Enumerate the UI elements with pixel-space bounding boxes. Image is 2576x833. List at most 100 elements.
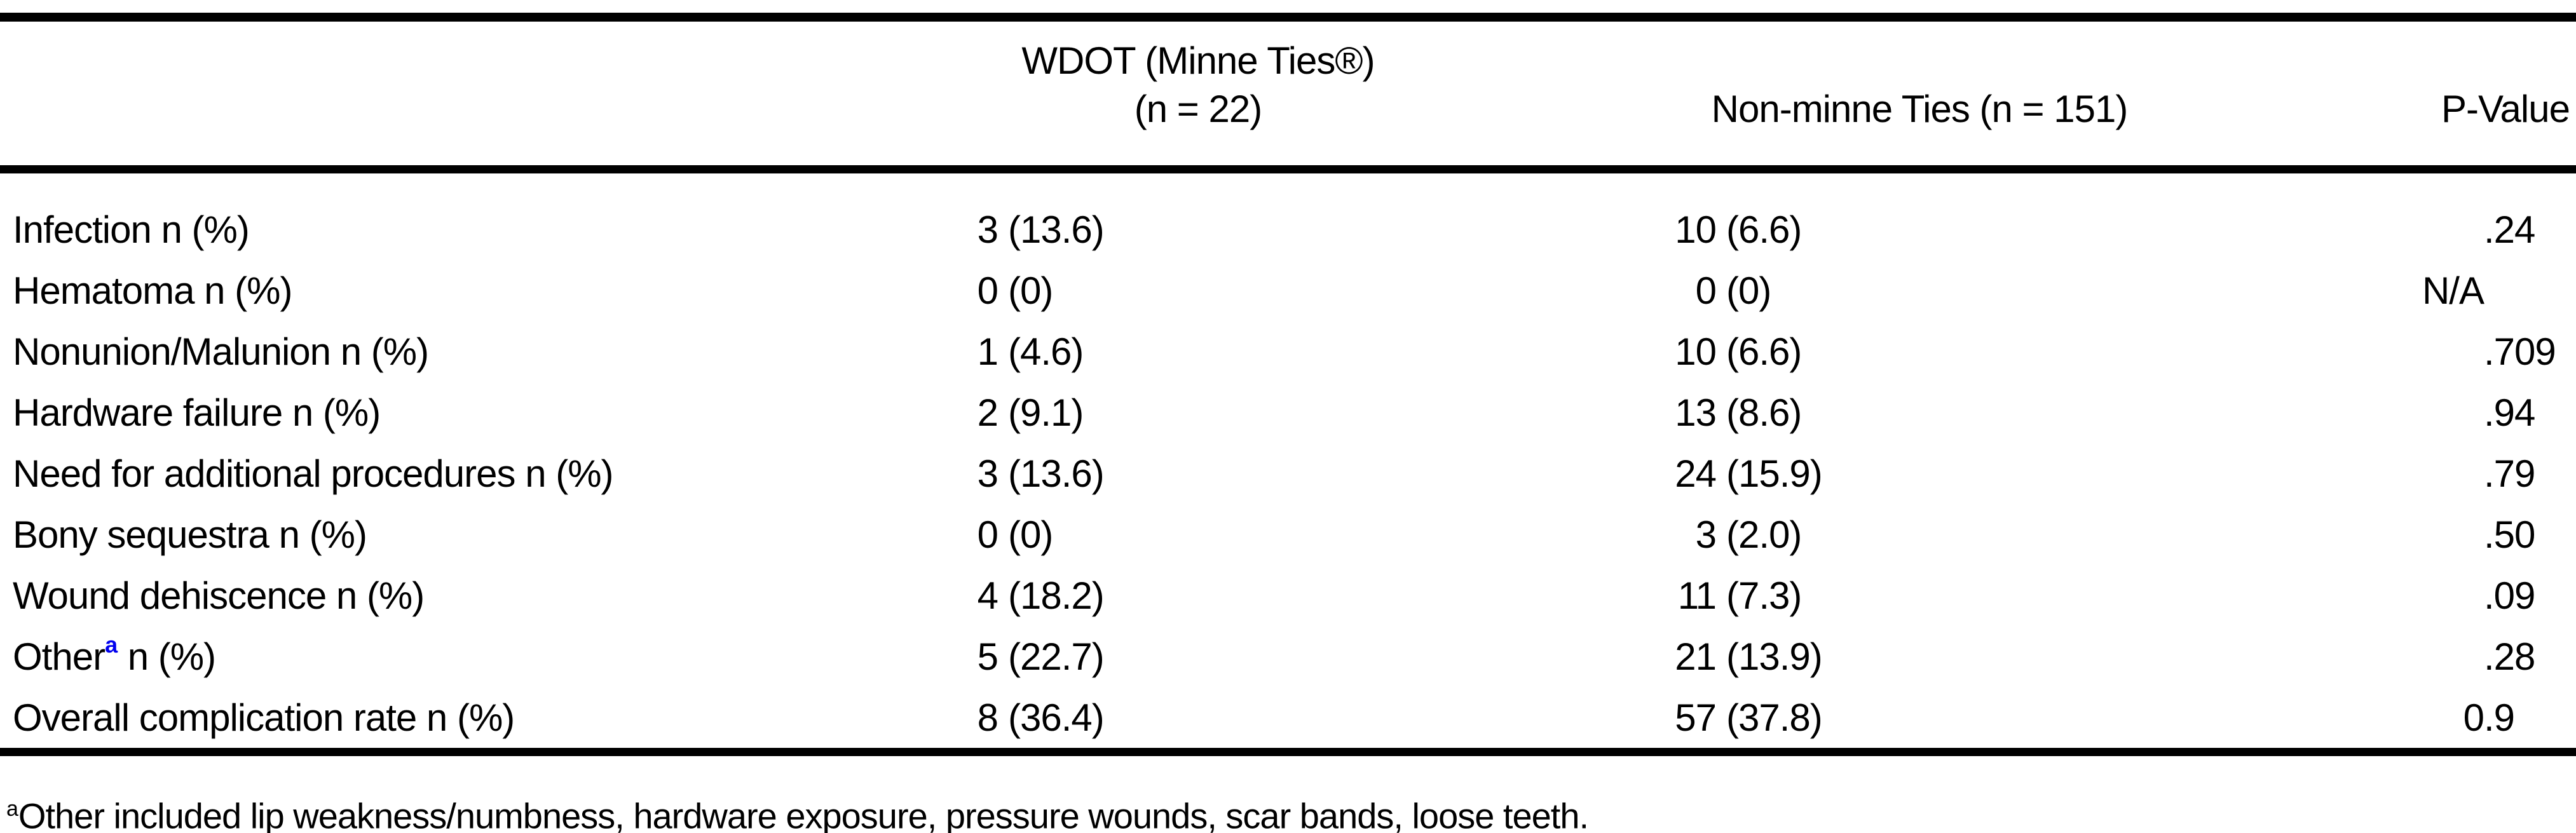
table-row: Nonunion/Malunion n (%) 1 (4.6) 10 (6.6) .… — [0, 321, 2576, 382]
table-rule-bottom — [0, 748, 2576, 756]
non-minne-value-cell: 10 (6.6) — [1627, 330, 2199, 374]
wdot-count: 1 — [977, 330, 998, 373]
row-label-text: Hematoma n (%) — [13, 269, 292, 312]
non-minne-percent: (2.0) — [1726, 513, 1802, 556]
wdot-value-cell: 4 (18.2) — [934, 574, 1627, 618]
non-minne-value-cell: 0 (0) — [1627, 269, 2199, 313]
non-minne-value-cell: 3 (2.0) — [1627, 513, 2199, 557]
p-value-int: 0 — [2463, 696, 2484, 739]
row-label-text: Nonunion/Malunion n (%) — [13, 330, 429, 373]
non-minne-percent: (0) — [1726, 269, 1771, 312]
table-rule-top — [0, 13, 2576, 22]
header-wdot-line2: (n = 22) — [1134, 88, 1262, 130]
p-value-cell: N/A — [2199, 269, 2576, 313]
table-body: Infection n (%) 3 (13.6) 10 (6.6) .24 Hema… — [0, 173, 2576, 748]
p-value-int — [2199, 391, 2484, 435]
wdot-percent: (36.4) — [1008, 696, 1105, 739]
wdot-percent: (13.6) — [1008, 208, 1105, 251]
table-row: Infection n (%) 3 (13.6) 10 (6.6) .24 — [0, 199, 2576, 260]
row-label: Overall complication rate n (%) — [0, 696, 934, 740]
p-value-int: N/A — [2422, 269, 2484, 312]
wdot-value-cell: 2 (9.1) — [934, 391, 1627, 435]
wdot-count: 2 — [977, 391, 998, 434]
non-minne-count: 10 — [1675, 330, 1717, 373]
non-minne-count: 57 — [1675, 696, 1717, 739]
table-row: Overall complication rate n (%) 8 (36.4) … — [0, 687, 2576, 748]
table-row: Hardware failure n (%) 2 (9.1) 13 (8.6) .9… — [0, 382, 2576, 443]
non-minne-value-cell: 24 (15.9) — [1627, 452, 2199, 496]
wdot-value-cell: 8 (36.4) — [934, 696, 1627, 740]
p-value-frac: .709 — [2484, 330, 2556, 373]
non-minne-count: 21 — [1675, 635, 1717, 678]
row-label: Othera n (%) — [0, 631, 934, 679]
non-minne-percent: (15.9) — [1726, 452, 1823, 495]
p-value-int — [2199, 208, 2484, 252]
p-value-cell: 0.9 — [2199, 696, 2576, 740]
non-minne-percent: (8.6) — [1726, 391, 1802, 434]
footnote-text: Other included lip weakness/numbness, ha… — [18, 796, 1589, 833]
table-rule-header — [0, 165, 2576, 173]
wdot-percent: (4.6) — [1008, 330, 1084, 373]
p-value-int — [2199, 452, 2484, 496]
non-minne-percent: (37.8) — [1726, 696, 1823, 739]
p-value-int — [2199, 635, 2484, 679]
row-label: Infection n (%) — [0, 208, 934, 252]
row-label-text: Infection n (%) — [13, 208, 250, 251]
row-label: Bony sequestra n (%) — [0, 513, 934, 557]
header-non-minne: Non-minne Ties (n = 151) — [1711, 88, 2129, 130]
wdot-value-cell: 0 (0) — [934, 269, 1627, 313]
non-minne-value-cell: 13 (8.6) — [1627, 391, 2199, 435]
row-label-text: Other — [13, 635, 106, 678]
p-value-frac: .9 — [2484, 696, 2515, 739]
wdot-count: 0 — [977, 269, 998, 312]
non-minne-count: 13 — [1675, 391, 1717, 434]
table-header-row: WDOT (Minne Ties®) (n = 22) Non-minne Ti… — [0, 22, 2576, 165]
row-label: Need for additional procedures n (%) — [0, 452, 934, 496]
table-row: Need for additional procedures n (%) 3 (1… — [0, 443, 2576, 504]
header-empty-cell — [0, 133, 934, 165]
non-minne-percent: (6.6) — [1726, 208, 1802, 251]
row-label: Wound dehiscence n (%) — [0, 574, 934, 618]
row-label: Hardware failure n (%) — [0, 391, 934, 435]
non-minne-count: 24 — [1675, 452, 1717, 495]
row-label-text: Overall complication rate n (%) — [13, 696, 515, 739]
p-value-frac: .50 — [2484, 513, 2535, 556]
row-label: Hematoma n (%) — [0, 269, 934, 313]
p-value-frac — [2484, 269, 2576, 313]
footnote-marker-link[interactable]: a — [105, 631, 118, 658]
wdot-count: 5 — [977, 635, 998, 678]
table-row: Hematoma n (%) 0 (0) 0 (0) N/A — [0, 260, 2576, 321]
header-wdot-line1: WDOT (Minne Ties®) — [1021, 39, 1375, 82]
p-value-cell: .50 — [2199, 513, 2576, 557]
p-value-cell: .709 — [2199, 330, 2576, 374]
p-value-int — [2199, 513, 2484, 557]
wdot-percent: (22.7) — [1008, 635, 1105, 678]
non-minne-count: 0 — [1695, 269, 1717, 312]
wdot-value-cell: 3 (13.6) — [934, 208, 1627, 252]
non-minne-count: 10 — [1675, 208, 1717, 251]
non-minne-count: 3 — [1695, 513, 1717, 556]
non-minne-percent: (13.9) — [1726, 635, 1823, 678]
wdot-percent: (0) — [1008, 269, 1053, 312]
wdot-value-cell: 1 (4.6) — [934, 330, 1627, 374]
row-label-text-post: n (%) — [118, 635, 216, 678]
wdot-count: 4 — [977, 574, 998, 617]
row-label: Nonunion/Malunion n (%) — [0, 330, 934, 374]
non-minne-percent: (7.3) — [1726, 574, 1802, 617]
wdot-count: 3 — [977, 452, 998, 495]
non-minne-value-cell: 21 (13.9) — [1627, 635, 2199, 679]
wdot-value-cell: 5 (22.7) — [934, 635, 1627, 679]
non-minne-count: 11 — [1677, 574, 1717, 617]
wdot-percent: (0) — [1008, 513, 1053, 556]
p-value-frac: .09 — [2484, 574, 2535, 617]
p-value-cell: .94 — [2199, 391, 2576, 435]
wdot-count: 0 — [977, 513, 998, 556]
header-p-value: P-Value — [2441, 88, 2570, 130]
table-row: Bony sequestra n (%) 0 (0) 3 (2.0) .50 — [0, 504, 2576, 565]
row-label-text: Wound dehiscence n (%) — [13, 574, 425, 617]
p-value-frac: .24 — [2484, 208, 2535, 251]
wdot-percent: (18.2) — [1008, 574, 1105, 617]
p-value-int — [2199, 330, 2484, 374]
wdot-percent: (9.1) — [1008, 391, 1084, 434]
